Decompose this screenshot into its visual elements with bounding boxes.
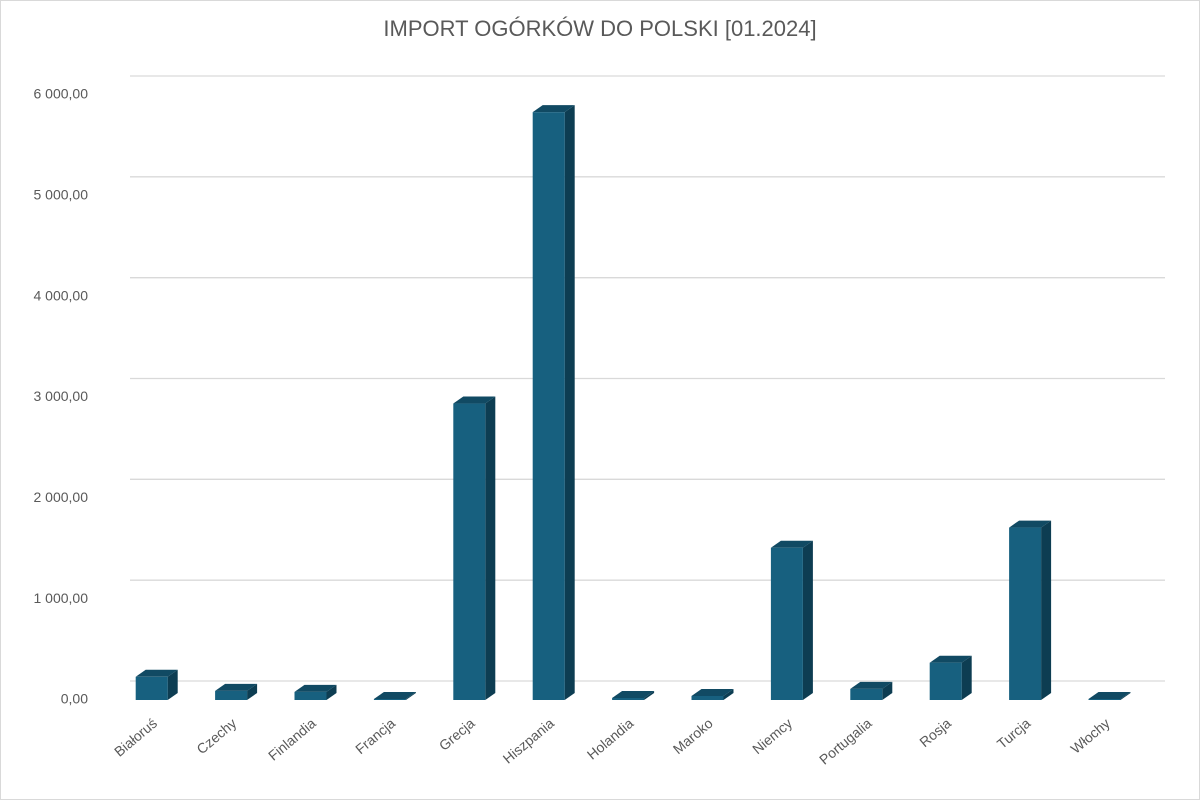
bar-top bbox=[453, 396, 496, 404]
bar-side bbox=[723, 688, 734, 700]
bar-top bbox=[294, 684, 337, 692]
bar-front bbox=[1088, 698, 1121, 700]
bar bbox=[294, 684, 337, 700]
bar bbox=[1009, 520, 1052, 700]
bar-side bbox=[644, 690, 655, 700]
bar bbox=[373, 691, 416, 700]
bar-top bbox=[691, 688, 734, 696]
bar-top bbox=[1088, 691, 1131, 699]
y-tick-label: 4 000,00 bbox=[34, 287, 89, 303]
bar-front bbox=[215, 690, 248, 700]
bar-front bbox=[612, 697, 645, 700]
bar-side bbox=[1120, 691, 1131, 700]
bar bbox=[691, 688, 734, 700]
y-tick-label: 1 000,00 bbox=[34, 590, 89, 606]
bar-side bbox=[1041, 520, 1052, 700]
bar bbox=[770, 540, 813, 700]
bar-side bbox=[961, 655, 972, 700]
bar bbox=[1088, 691, 1131, 700]
bar bbox=[453, 396, 496, 700]
bar bbox=[532, 105, 575, 701]
bar-front bbox=[929, 662, 962, 700]
bar-side bbox=[485, 396, 496, 700]
bar bbox=[929, 655, 972, 700]
bar-front bbox=[770, 547, 803, 700]
y-tick-label: 3 000,00 bbox=[34, 388, 89, 404]
bar-front bbox=[453, 403, 486, 700]
bar-top bbox=[612, 690, 655, 698]
bar bbox=[135, 669, 178, 700]
bar-front bbox=[135, 676, 168, 700]
y-tick-label: 0,00 bbox=[61, 691, 88, 707]
chart-title: IMPORT OGÓRKÓW DO POLSKI [01.2024] bbox=[383, 16, 816, 41]
bar bbox=[850, 681, 893, 700]
bar-top bbox=[929, 655, 972, 663]
bar-side bbox=[326, 684, 337, 700]
bar-top bbox=[770, 540, 813, 548]
y-tick-label: 5 000,00 bbox=[34, 187, 89, 203]
bar-side bbox=[882, 681, 893, 700]
bar-front bbox=[850, 688, 883, 700]
bar-top bbox=[532, 105, 575, 113]
bar-side bbox=[564, 105, 575, 701]
bar-side bbox=[405, 691, 416, 700]
bar-top bbox=[1009, 520, 1052, 528]
bar-top bbox=[215, 683, 258, 691]
bar bbox=[215, 683, 258, 700]
y-tick-label: 6 000,00 bbox=[34, 86, 89, 102]
bar-top bbox=[135, 669, 178, 677]
bar-front bbox=[294, 691, 327, 700]
bar-front bbox=[373, 698, 406, 700]
bar-front bbox=[532, 112, 565, 701]
bar-top bbox=[850, 681, 893, 689]
bar-side bbox=[167, 669, 178, 700]
bar-top bbox=[373, 691, 416, 699]
bar bbox=[612, 690, 655, 700]
bar-side bbox=[802, 540, 813, 700]
bar-front bbox=[691, 695, 724, 700]
y-tick-label: 2 000,00 bbox=[34, 489, 89, 505]
bar-side bbox=[247, 683, 258, 700]
bar-front bbox=[1009, 527, 1042, 700]
